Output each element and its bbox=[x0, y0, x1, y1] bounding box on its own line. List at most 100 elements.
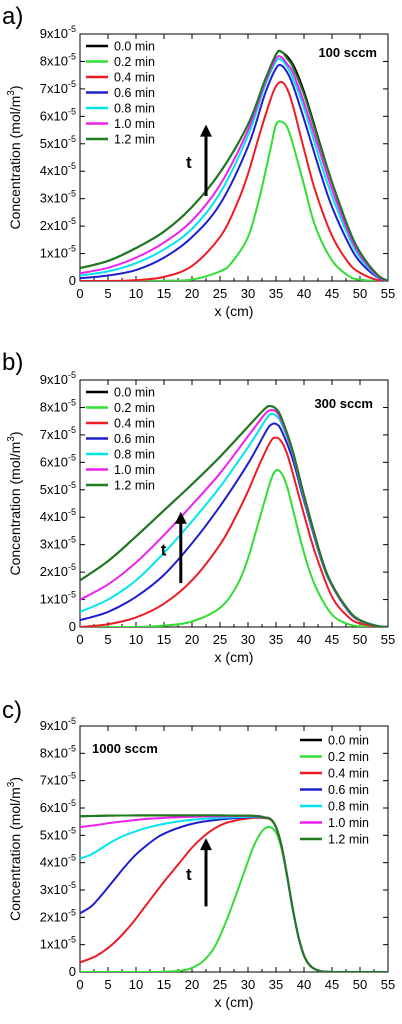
y-tick-label: 9x10-5 bbox=[40, 370, 76, 387]
series-line-0-4-min bbox=[80, 436, 388, 627]
legend-label: 0.4 min bbox=[114, 417, 155, 431]
flow-rate-annotation: 300 sccm bbox=[314, 396, 373, 411]
x-tick-label: 15 bbox=[157, 286, 171, 301]
series-group bbox=[80, 49, 388, 281]
y-tick-label: 8x10-5 bbox=[40, 51, 76, 68]
y-tick-label: 0 bbox=[69, 273, 76, 288]
series-line-1-0-min bbox=[80, 55, 388, 281]
legend-label: 1.0 min bbox=[328, 816, 369, 830]
series-line-0-6-min bbox=[80, 63, 388, 281]
x-tick-label: 35 bbox=[269, 632, 283, 647]
y-axis-title-main: Concentration (mol/m bbox=[7, 96, 23, 230]
y-axis-title: Concentration (mol/m3) bbox=[6, 85, 23, 229]
y-tick-label: 0 bbox=[69, 964, 76, 979]
y-tick-exponent: -5 bbox=[68, 79, 76, 89]
time-arrow-head bbox=[200, 838, 212, 851]
y-tick-exponent: -5 bbox=[68, 935, 76, 945]
y-axis-title-end: ) bbox=[7, 85, 23, 90]
y-tick-label: 8x10-5 bbox=[40, 743, 76, 760]
y-tick-label: 7x10-5 bbox=[40, 425, 76, 442]
y-tick-label: 5x10-5 bbox=[40, 134, 76, 151]
y-tick-mantissa: 4x10 bbox=[40, 163, 68, 178]
y-tick-mantissa: 1x10 bbox=[40, 246, 68, 261]
x-tick-label: 45 bbox=[325, 286, 339, 301]
series-line-0-4-min bbox=[80, 80, 388, 281]
y-tick-mantissa: 5x10 bbox=[40, 482, 68, 497]
y-tick-mantissa: 2x10 bbox=[40, 564, 68, 579]
chart-panel-1: a)0 5 10 15 20 25 30 35 40 45 50 5501x10-52x10-53x1… bbox=[2, 3, 395, 319]
series-line-0-2-min bbox=[80, 825, 388, 972]
series-group bbox=[80, 814, 388, 972]
y-tick-exponent: -5 bbox=[68, 590, 76, 600]
y-tick-mantissa: 5x10 bbox=[40, 136, 68, 151]
y-tick-exponent: -5 bbox=[68, 244, 76, 254]
y-tick-mantissa: 4x10 bbox=[40, 855, 68, 870]
x-tick-label: 35 bbox=[269, 286, 283, 301]
y-axis-title-end: ) bbox=[7, 431, 23, 436]
y-tick-mantissa: 0 bbox=[69, 619, 76, 634]
x-tick-label: 45 bbox=[325, 632, 339, 647]
legend-label: 1.0 min bbox=[114, 117, 155, 131]
legend-label: 0.4 min bbox=[328, 767, 369, 781]
x-tick-label: 50 bbox=[353, 632, 367, 647]
x-tick-label: 0 bbox=[76, 977, 83, 992]
chart-panel-3: c)0 5 10 15 20 25 30 35 40 45 50 5501x10-52x10-53x1… bbox=[2, 697, 395, 1010]
y-tick-label: 4x10-5 bbox=[40, 161, 76, 178]
legend-label: 0.2 min bbox=[328, 750, 369, 764]
y-axis-title-sup: 3 bbox=[6, 436, 17, 442]
x-tick-label: 20 bbox=[185, 632, 199, 647]
series-line-0-2-min bbox=[80, 469, 388, 627]
legend-label: 0.2 min bbox=[114, 55, 155, 69]
legend-label: 0.8 min bbox=[328, 800, 369, 814]
y-tick-exponent: -5 bbox=[68, 507, 76, 517]
x-tick-label: 10 bbox=[129, 977, 143, 992]
legend-label: 0.8 min bbox=[114, 448, 155, 462]
y-tick-exponent: -5 bbox=[68, 452, 76, 462]
x-tick-label: 20 bbox=[185, 977, 199, 992]
y-tick-exponent: -5 bbox=[68, 853, 76, 863]
y-axis-title: Concentration (mol/m3) bbox=[6, 431, 23, 575]
x-tick-label: 40 bbox=[297, 632, 311, 647]
y-tick-mantissa: 2x10 bbox=[40, 909, 68, 924]
y-tick-exponent: -5 bbox=[68, 825, 76, 835]
y-tick-mantissa: 1x10 bbox=[40, 592, 68, 607]
x-tick-label: 45 bbox=[325, 977, 339, 992]
legend-label: 0.2 min bbox=[114, 401, 155, 415]
x-tick-label: 50 bbox=[353, 286, 367, 301]
time-arrow-head bbox=[174, 511, 187, 524]
y-tick-exponent: -5 bbox=[68, 397, 76, 407]
y-tick-mantissa: 5x10 bbox=[40, 827, 68, 842]
y-tick-mantissa: 3x10 bbox=[40, 882, 68, 897]
y-tick-exponent: -5 bbox=[68, 480, 76, 490]
series-line-1-2-min bbox=[80, 50, 388, 281]
y-tick-mantissa: 0 bbox=[69, 964, 76, 979]
y-tick-exponent: -5 bbox=[68, 425, 76, 435]
y-tick-mantissa: 8x10 bbox=[40, 399, 68, 414]
y-tick-exponent: -5 bbox=[68, 798, 76, 808]
y-tick-exponent: -5 bbox=[68, 562, 76, 572]
series-line-0-2-min bbox=[80, 120, 388, 281]
legend-label: 0.6 min bbox=[114, 432, 155, 446]
panel-label: b) bbox=[2, 349, 23, 376]
y-axis-title-sup: 3 bbox=[6, 90, 17, 96]
y-tick-label: 4x10-5 bbox=[40, 853, 76, 870]
y-tick-mantissa: 6x10 bbox=[40, 108, 68, 123]
y-tick-exponent: -5 bbox=[68, 189, 76, 199]
y-tick-label: 6x10-5 bbox=[40, 106, 76, 123]
y-tick-label: 4x10-5 bbox=[40, 507, 76, 524]
y-tick-exponent: -5 bbox=[68, 370, 76, 380]
panel-label: c) bbox=[2, 697, 22, 724]
y-tick-exponent: -5 bbox=[68, 880, 76, 890]
y-tick-exponent: -5 bbox=[68, 134, 76, 144]
legend-label: 0.4 min bbox=[114, 71, 155, 85]
x-tick-label: 55 bbox=[381, 977, 395, 992]
y-tick-exponent: -5 bbox=[68, 716, 76, 726]
x-tick-label: 30 bbox=[241, 977, 255, 992]
y-axis-title-sup: 3 bbox=[6, 781, 17, 787]
x-tick-label: 25 bbox=[213, 632, 227, 647]
legend-label: 0.0 min bbox=[114, 40, 155, 54]
y-tick-label: 9x10-5 bbox=[40, 716, 76, 733]
x-tick-label: 0 bbox=[76, 286, 83, 301]
y-axis-title-main: Concentration (mol/m bbox=[7, 442, 23, 576]
